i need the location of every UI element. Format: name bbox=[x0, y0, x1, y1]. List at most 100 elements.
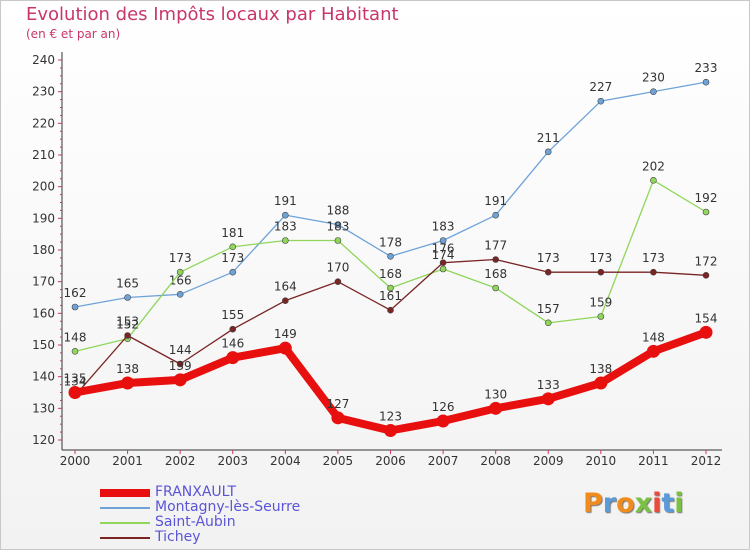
data-point bbox=[71, 303, 79, 311]
data-point bbox=[597, 268, 605, 276]
line-chart: 120 130 140 150 160 170 180 190 200 210 220 230 240 2… bbox=[32, 52, 722, 468]
data-point bbox=[699, 325, 713, 339]
data-point bbox=[597, 313, 605, 320]
data-label: 161 bbox=[379, 289, 402, 303]
data-label: 172 bbox=[695, 254, 718, 268]
data-point bbox=[646, 344, 660, 358]
y-tick-label: 180 bbox=[32, 243, 55, 257]
data-point bbox=[176, 360, 184, 368]
x-tick-label: 2000 bbox=[60, 454, 91, 468]
legend-item: Montagny-lès-Seurre bbox=[100, 500, 300, 515]
x-tick-label: 2008 bbox=[480, 454, 511, 468]
data-label: 173 bbox=[642, 251, 665, 265]
data-label: 173 bbox=[169, 251, 192, 265]
data-label: 123 bbox=[379, 410, 402, 424]
data-label: 153 bbox=[116, 315, 139, 329]
data-point bbox=[121, 376, 135, 390]
data-label: 192 bbox=[695, 191, 718, 205]
x-tick-label: 2009 bbox=[533, 454, 564, 468]
x-tick-label: 2004 bbox=[270, 454, 301, 468]
data-label: 126 bbox=[432, 400, 455, 414]
data-point bbox=[282, 211, 289, 219]
data-label: 157 bbox=[537, 302, 560, 316]
legend-swatch bbox=[100, 506, 150, 509]
data-label: 177 bbox=[484, 239, 507, 253]
legend-item: Tichey bbox=[100, 530, 300, 545]
x-tick-label: 2007 bbox=[428, 454, 459, 468]
legend-label: Montagny-lès-Seurre bbox=[155, 499, 301, 515]
data-label: 138 bbox=[589, 362, 612, 376]
y-tick-label: 130 bbox=[32, 401, 55, 415]
data-point bbox=[334, 278, 342, 285]
data-point bbox=[597, 97, 605, 105]
data-label: 170 bbox=[326, 261, 349, 275]
data-point bbox=[439, 237, 447, 244]
y-tick-label: 140 bbox=[32, 370, 55, 384]
data-point bbox=[384, 424, 397, 437]
data-point bbox=[278, 341, 292, 355]
data-label: 233 bbox=[695, 61, 718, 75]
data-point bbox=[282, 237, 289, 244]
x-tick-label: 2006 bbox=[375, 454, 406, 468]
data-point bbox=[702, 208, 710, 216]
data-point bbox=[544, 148, 552, 156]
y-tick-label: 190 bbox=[32, 211, 55, 225]
data-label: 165 bbox=[116, 277, 139, 291]
data-point bbox=[226, 351, 240, 365]
data-label: 162 bbox=[64, 286, 87, 300]
data-point bbox=[650, 88, 657, 95]
y-tick-label: 200 bbox=[32, 180, 55, 194]
data-label: 230 bbox=[642, 71, 665, 85]
data-point bbox=[489, 401, 503, 415]
data-label: 202 bbox=[642, 159, 665, 173]
legend-item: Saint-Aubin bbox=[100, 515, 300, 530]
data-label: 168 bbox=[379, 267, 402, 281]
x-tick-label: 2010 bbox=[586, 454, 617, 468]
y-tick-label: 160 bbox=[32, 306, 55, 320]
data-label: 152 bbox=[116, 318, 139, 332]
data-point bbox=[387, 306, 394, 314]
data-point bbox=[124, 294, 131, 301]
legend-swatch bbox=[100, 488, 150, 497]
data-point bbox=[492, 211, 499, 219]
data-point bbox=[229, 268, 237, 276]
legend-label: FRANXAULT bbox=[155, 484, 237, 500]
data-point bbox=[544, 268, 552, 276]
data-point bbox=[124, 332, 131, 339]
data-point bbox=[594, 376, 608, 390]
data-label: 178 bbox=[379, 235, 402, 249]
data-label: 133 bbox=[537, 378, 560, 392]
chart-subtitle: (en € et par an) bbox=[26, 27, 121, 41]
data-point bbox=[650, 177, 657, 184]
y-tick-label: 220 bbox=[32, 116, 55, 130]
data-label: 127 bbox=[326, 397, 349, 411]
data-point bbox=[702, 78, 710, 86]
data-label: 144 bbox=[169, 343, 192, 357]
data-label: 146 bbox=[221, 337, 244, 351]
y-tick-label: 150 bbox=[32, 338, 55, 352]
data-label: 183 bbox=[274, 220, 297, 234]
proxiti-logo: Proxiti bbox=[583, 488, 684, 519]
legend: FRANXAULT Montagny-lès-Seurre Saint-Aubin T… bbox=[100, 485, 300, 545]
x-tick-label: 2003 bbox=[217, 454, 248, 468]
data-label: 130 bbox=[484, 387, 507, 401]
data-label: 148 bbox=[64, 330, 87, 344]
legend-item: FRANXAULT bbox=[100, 485, 300, 500]
x-tick-label: 2002 bbox=[165, 454, 196, 468]
x-tick-label: 2011 bbox=[638, 454, 669, 468]
data-label: 183 bbox=[326, 220, 349, 234]
x-tick-label: 2001 bbox=[112, 454, 143, 468]
legend-label: Saint-Aubin bbox=[155, 514, 236, 530]
data-label: 139 bbox=[169, 359, 192, 373]
data-point bbox=[387, 253, 394, 260]
data-point bbox=[71, 348, 79, 355]
data-label: 154 bbox=[695, 311, 718, 325]
y-tick-label: 210 bbox=[32, 148, 55, 162]
y-tick-label: 240 bbox=[32, 53, 55, 67]
data-point bbox=[176, 268, 184, 276]
data-point bbox=[436, 414, 450, 428]
data-point bbox=[541, 392, 555, 406]
data-point bbox=[492, 284, 499, 292]
data-point bbox=[282, 297, 289, 304]
